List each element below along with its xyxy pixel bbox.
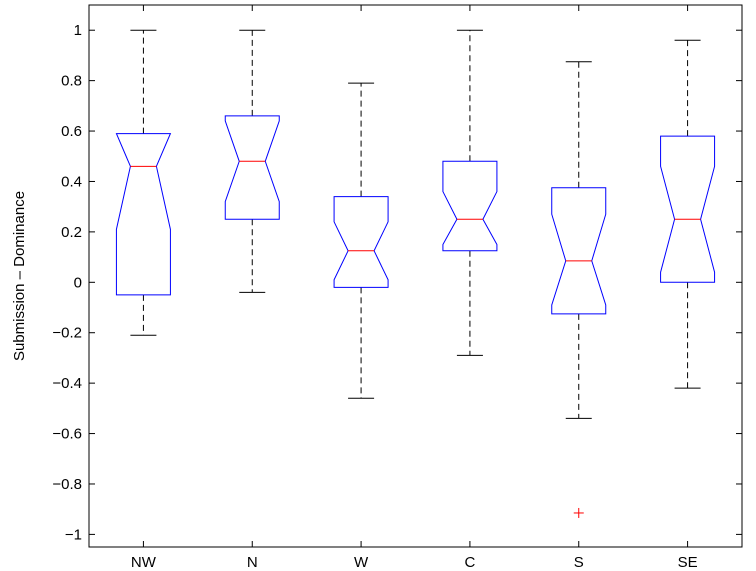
y-axis-ticks: −1 −0.8 −0.6 −0.4 −0.2 0 0.2 0.4 0.6 0.8 1 (52, 22, 742, 543)
x-tick-label: W (354, 554, 369, 571)
y-tick-label: −0.2 (52, 325, 82, 342)
box-se (660, 39, 716, 389)
notched-box (115, 133, 172, 296)
y-tick-label: 0.2 (61, 224, 82, 241)
y-tick-label: −1 (65, 526, 82, 543)
x-tick-label: S (574, 554, 584, 571)
box-s (551, 61, 607, 518)
y-tick-label: 0.6 (61, 123, 82, 140)
y-axis-label: Submission – Dominance (11, 191, 28, 361)
y-tick-label: 1 (74, 22, 82, 39)
x-tick-label: NW (131, 554, 157, 571)
x-tick-label: N (247, 554, 258, 571)
box-nw (115, 29, 172, 336)
plot-area (88, 4, 743, 548)
x-tick-label: SE (678, 554, 698, 571)
boxes-layer (115, 29, 716, 518)
y-tick-label: 0.4 (61, 173, 82, 190)
box-c (442, 29, 498, 356)
y-tick-label: 0 (74, 274, 82, 291)
x-axis-ticks: NW N W C S SE (131, 5, 698, 571)
notched-box (551, 187, 607, 315)
y-tick-label: −0.4 (52, 375, 82, 392)
notched-box (224, 115, 280, 220)
y-tick-label: 0.8 (61, 73, 82, 90)
notched-box (442, 160, 498, 252)
box-w (333, 82, 389, 399)
x-tick-label: C (464, 554, 475, 571)
notched-box (333, 196, 389, 288)
box-n (224, 29, 280, 293)
notched-box (660, 135, 716, 283)
y-tick-label: −0.8 (52, 476, 82, 493)
y-tick-label: −0.6 (52, 426, 82, 443)
